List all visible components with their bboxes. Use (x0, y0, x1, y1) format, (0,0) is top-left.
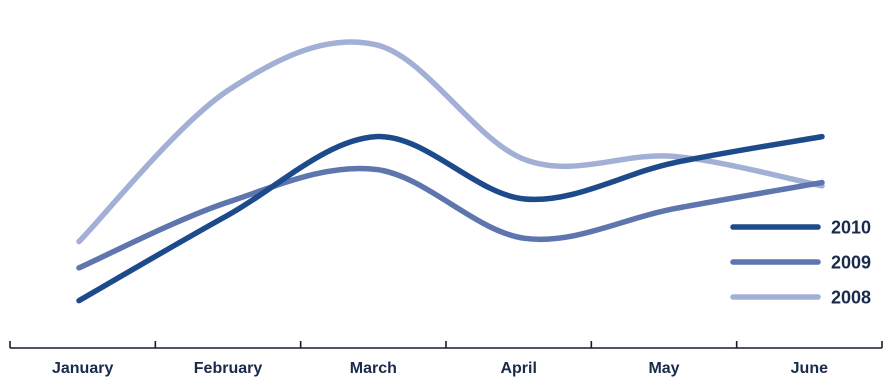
series-layer (76, 39, 825, 304)
x-tick-label: March (350, 360, 397, 377)
x-tick-label: June (791, 360, 828, 377)
x-tick-label: January (52, 360, 113, 377)
legend-label-2008: 2008 (831, 288, 871, 308)
x-axis: January February March April May June (9, 341, 883, 377)
x-tick-label: May (648, 360, 679, 377)
legend: 2010 2009 2008 (730, 218, 871, 308)
series-line-2009 (76, 165, 825, 271)
x-tick-label: February (194, 360, 263, 377)
legend-label-2010: 2010 (831, 218, 871, 238)
legend-label-2009: 2009 (831, 253, 871, 273)
series-line-2010 (76, 133, 825, 304)
series-line-2008 (76, 39, 825, 245)
x-tick-label: April (500, 360, 536, 377)
